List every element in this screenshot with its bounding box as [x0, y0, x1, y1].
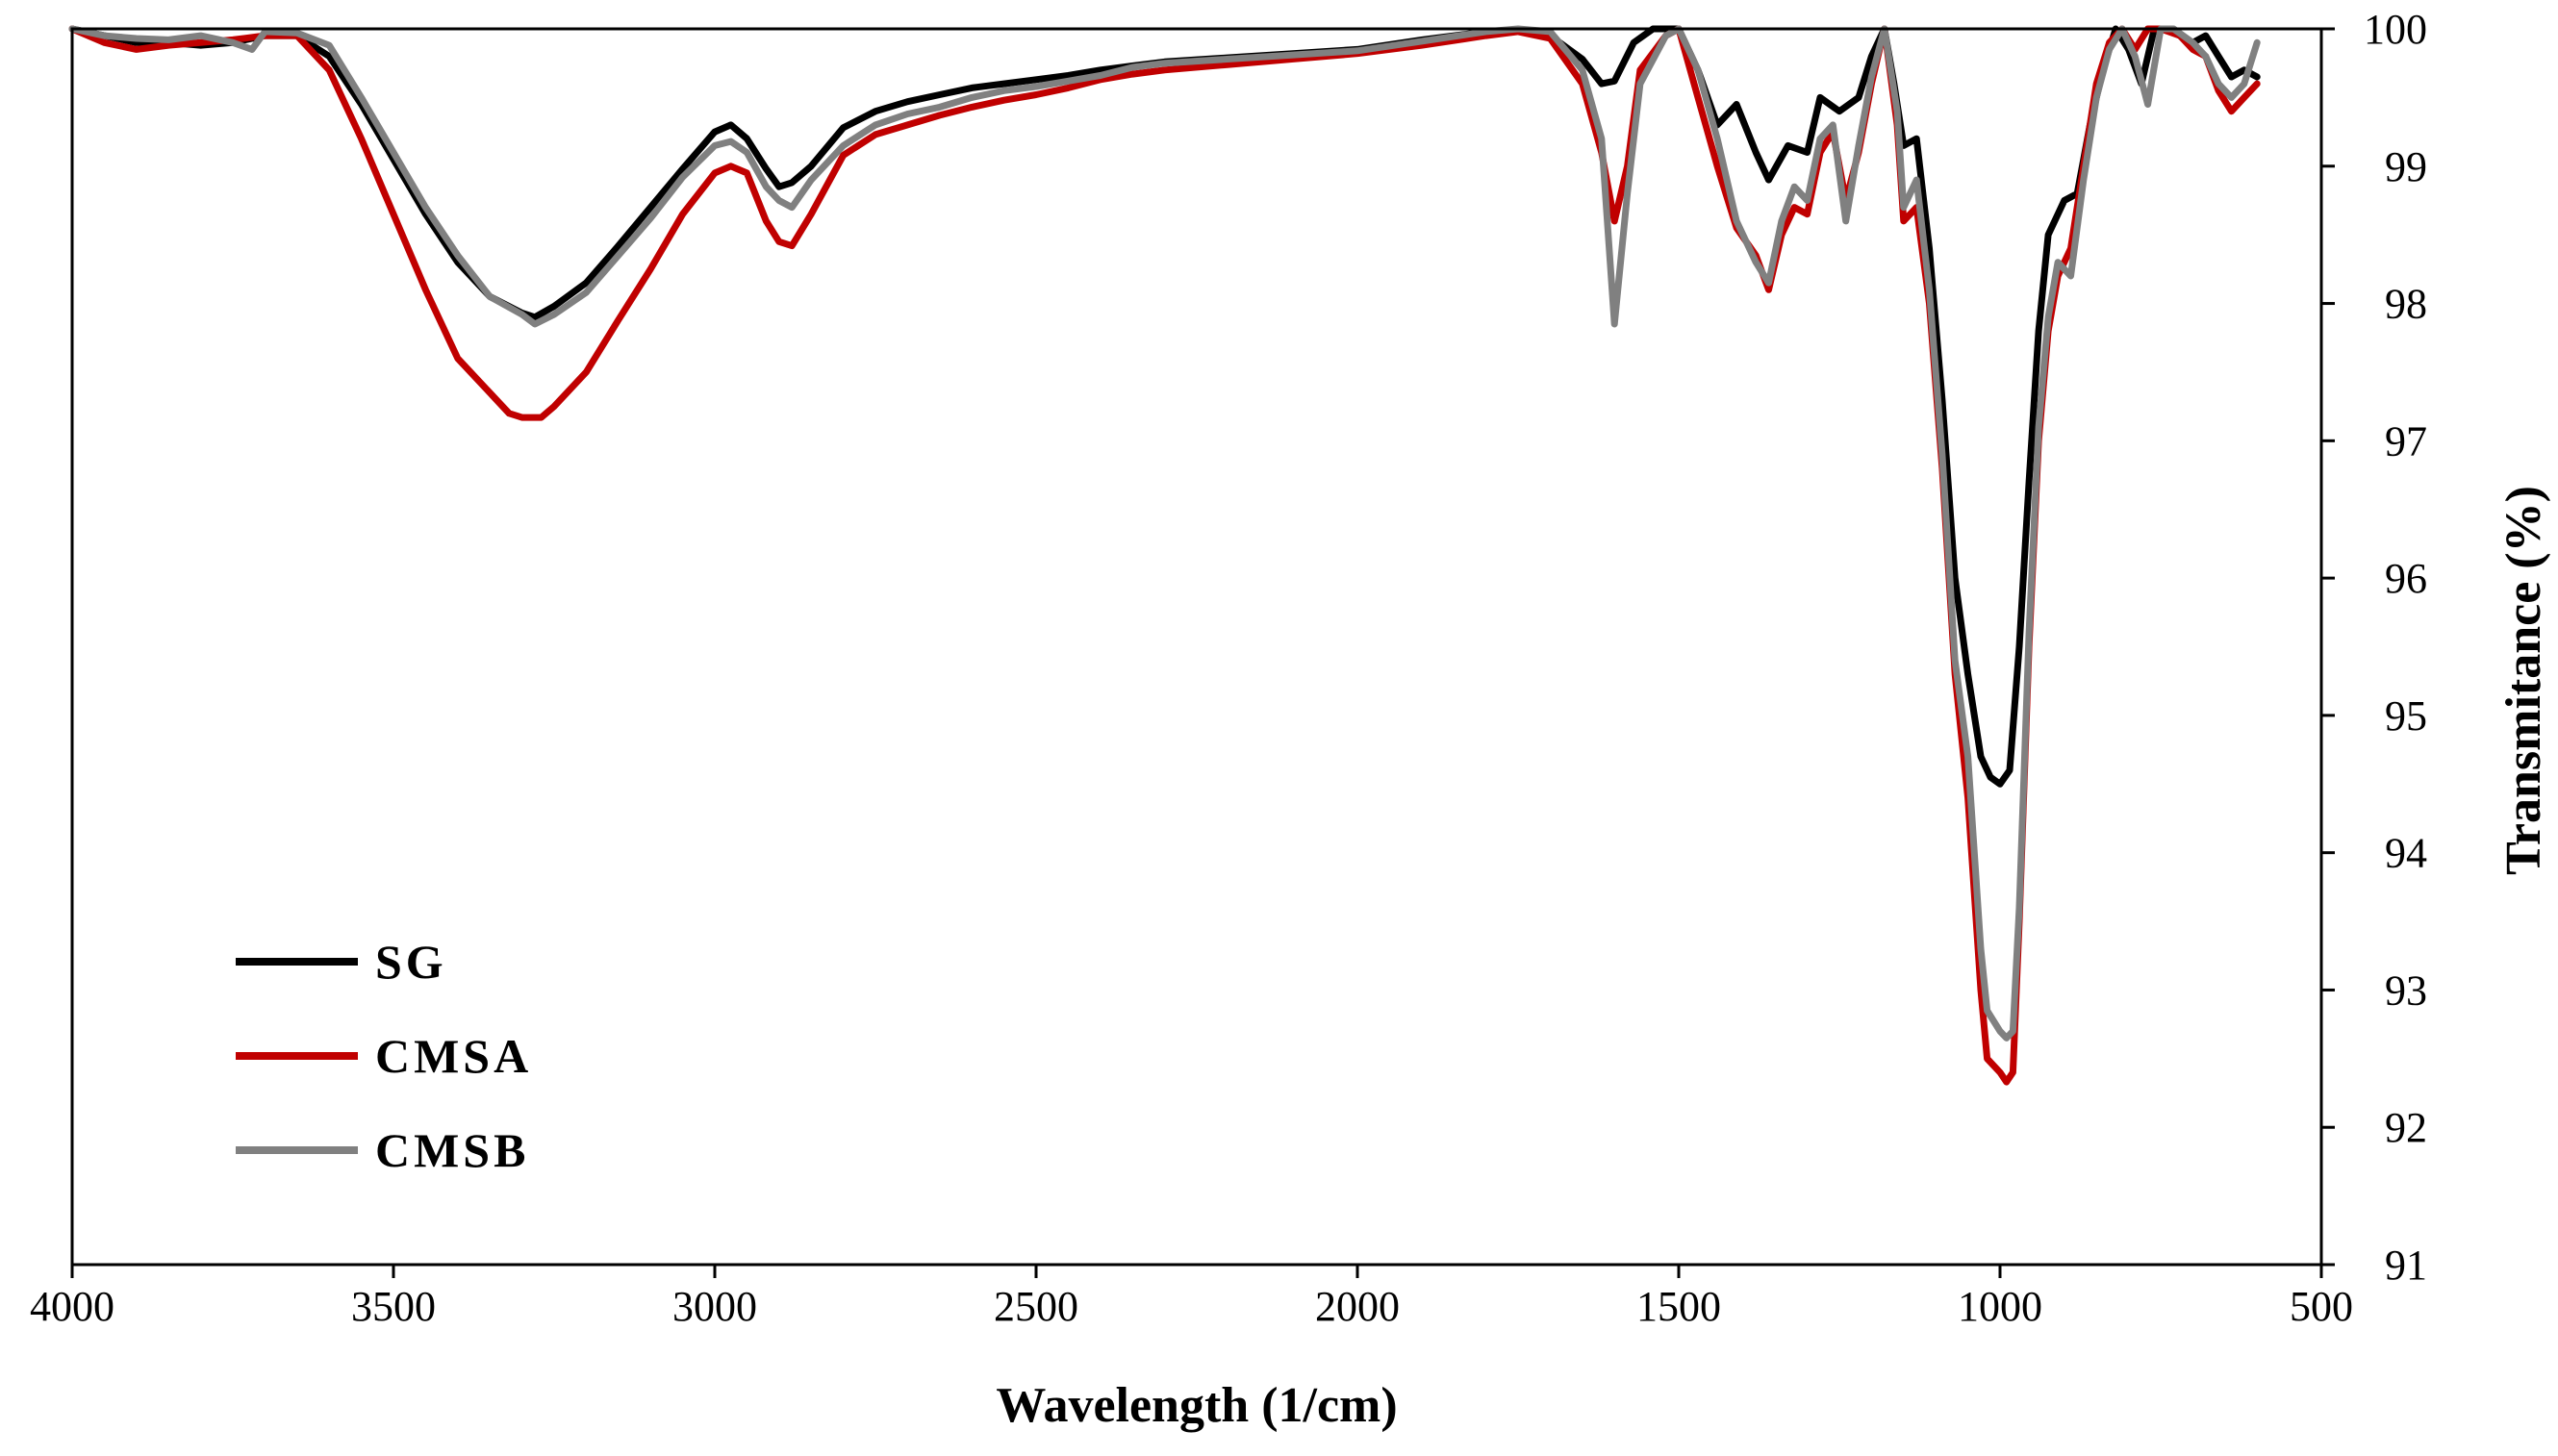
x-tick-label: 4000 — [30, 1283, 114, 1330]
y-tick-label: 92 — [2385, 1104, 2427, 1151]
y-tick-label: 97 — [2385, 417, 2427, 464]
y-tick-label: 94 — [2385, 830, 2427, 877]
series-line-sg — [68, 25, 2261, 788]
y-tick-label: 93 — [2385, 966, 2427, 1014]
legend: SG CMSA CMSB — [236, 935, 532, 1177]
plot-area — [68, 25, 2261, 1086]
legend-label-sg: SG — [375, 935, 447, 989]
series-line-cmsb — [68, 25, 2261, 1042]
x-tick-label: 2500 — [994, 1283, 1078, 1330]
x-tick-label: 500 — [2290, 1283, 2353, 1330]
y-axis-title: Transmitance (%) — [2496, 486, 2551, 875]
legend-label-cmsa: CMSA — [375, 1029, 532, 1083]
y-tick-label: 95 — [2385, 692, 2427, 740]
x-tick-label: 1500 — [1636, 1283, 1721, 1330]
y-tick-label: 99 — [2385, 143, 2427, 190]
x-tick-label: 3500 — [351, 1283, 436, 1330]
y-tick-label: 98 — [2385, 281, 2427, 328]
x-tick-label: 1000 — [1958, 1283, 2042, 1330]
x-axis-title: Wavelength (1/cm) — [996, 1378, 1397, 1433]
y-axis: 91 92 93 94 95 96 97 98 99 100 — [2321, 6, 2427, 1289]
legend-label-cmsb: CMSB — [375, 1123, 529, 1177]
x-tick-label: 3000 — [672, 1283, 757, 1330]
series-line-cmsa — [68, 25, 2261, 1086]
plot-frame — [70, 27, 2323, 1267]
y-tick-label: 100 — [2364, 6, 2427, 53]
x-axis: 4000 3500 3000 2500 2000 1500 1000 500 — [30, 1265, 2353, 1330]
y-tick-label: 96 — [2385, 555, 2427, 602]
y-tick-label: 91 — [2385, 1242, 2427, 1289]
x-tick-label: 2000 — [1315, 1283, 1400, 1330]
